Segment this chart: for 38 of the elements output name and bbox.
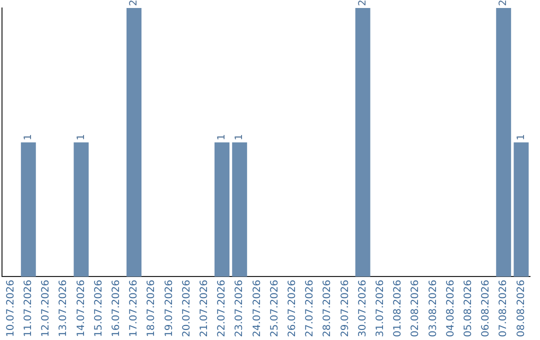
x-tick-label: 14.07.2026 [76,280,87,338]
x-tick-label: 19.07.2026 [164,280,175,338]
x-tick-label: 29.07.2026 [340,280,351,338]
x-tick-label: 22.07.2026 [216,280,228,338]
x-tick-label: 17.07.2026 [128,280,140,338]
x-tick-label: 04.08.2026 [445,280,456,338]
data-label: 1 [76,134,87,140]
x-tick-label: 12.07.2026 [40,280,52,338]
x-tick-label: 21.07.2026 [198,280,210,338]
x-tick-label: 02.08.2026 [410,280,422,338]
data-label: 2 [357,0,368,6]
x-tick-label: 28.07.2026 [322,280,334,338]
x-tick-label: 13.07.2026 [58,280,70,338]
x-tick-label: 15.07.2026 [93,280,104,338]
x-tick-label: 01.08.2026 [392,280,404,338]
x-tick-label: 03.08.2026 [428,280,439,338]
x-tick-label: 07.08.2026 [498,280,510,338]
x-tick-label: 26.07.2026 [286,280,298,338]
x-tick-label: 06.08.2026 [480,280,492,338]
x-tick-label: 16.07.2026 [110,280,122,338]
data-label: 1 [234,134,246,140]
x-tick-label: 10.07.2026 [5,280,16,338]
data-label: 2 [128,0,140,6]
data-label: 1 [216,134,228,140]
data-label: 1 [516,134,527,140]
x-tick-label: 05.08.2026 [462,280,474,338]
data-label: 2 [498,0,510,6]
x-tick-label: 25.07.2026 [269,280,280,338]
x-tick-label: 31.07.2026 [374,280,386,338]
x-tick-label: 08.08.2026 [516,280,527,338]
x-tick-label: 11.07.2026 [22,280,34,338]
x-tick-label: 27.07.2026 [304,280,316,338]
x-tick-label: 24.07.2026 [252,280,263,338]
x-tick-label: 23.07.2026 [234,280,246,338]
data-label: 1 [22,134,34,140]
x-tick-label: 18.07.2026 [146,280,158,338]
x-tick-label: 20.07.2026 [181,280,192,338]
x-tick-label: 30.07.2026 [357,280,368,338]
